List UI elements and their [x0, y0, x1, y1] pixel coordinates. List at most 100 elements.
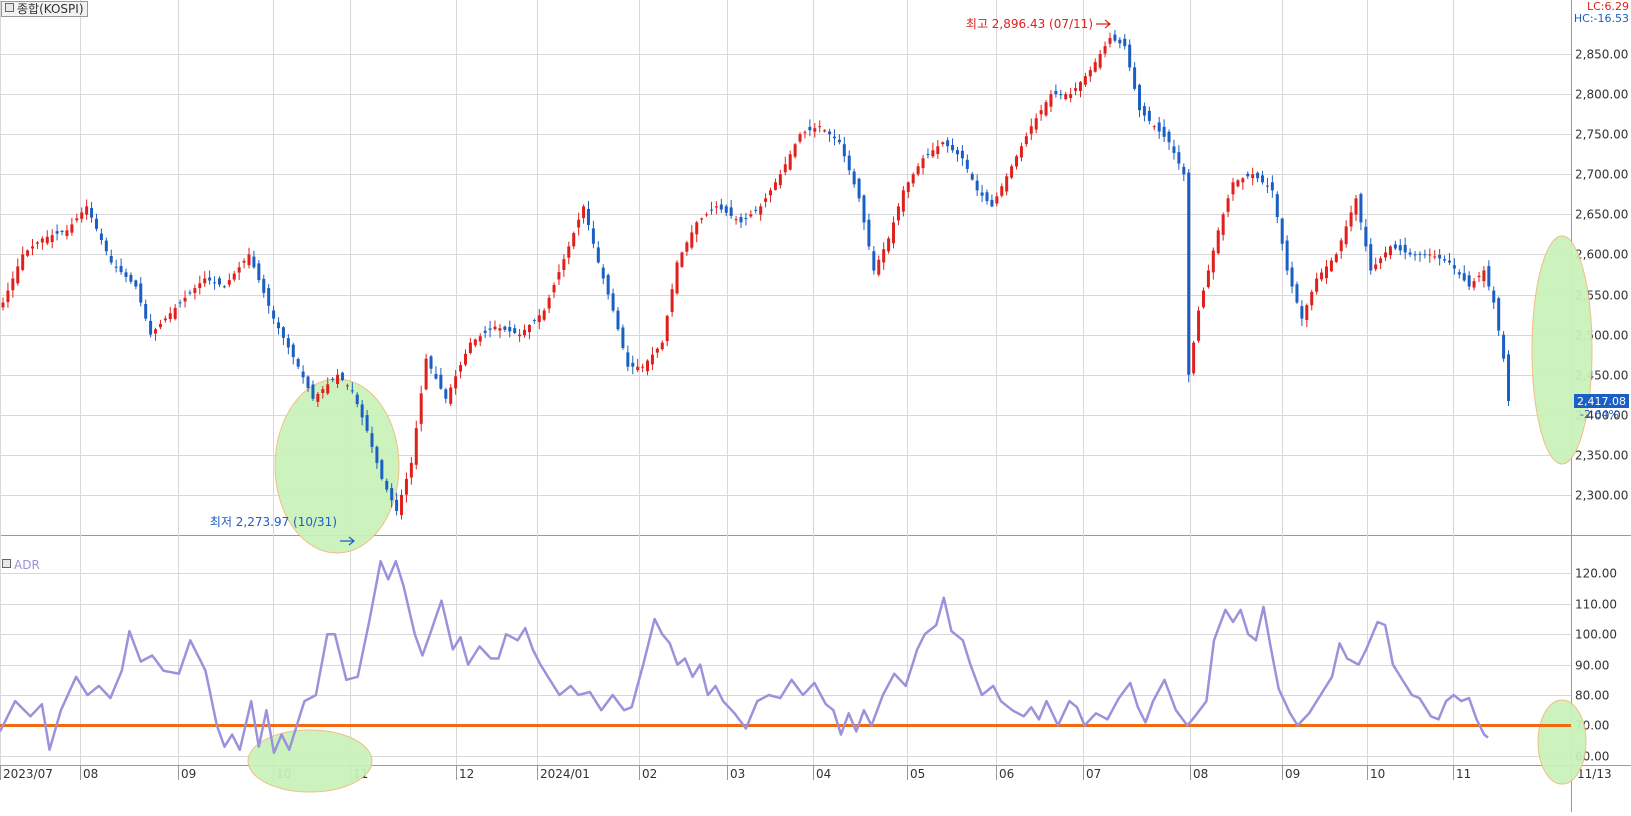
candle-body [213, 282, 217, 284]
candle-body [1206, 270, 1210, 288]
candle-body [759, 206, 763, 215]
candle-body [1403, 244, 1407, 253]
candle-body [518, 334, 522, 337]
candle-body [1438, 254, 1442, 259]
candle-body [198, 283, 202, 289]
candle-body [911, 174, 915, 184]
candle-body [326, 384, 330, 394]
candle-body [439, 374, 443, 389]
candle-body [724, 206, 728, 213]
lc-stat: LC:6.29 [1586, 0, 1629, 13]
candle-body [400, 494, 404, 516]
candle-body [40, 238, 44, 243]
candle-body [1083, 76, 1087, 85]
candle-body [832, 136, 836, 139]
highlight-ellipse [1531, 235, 1593, 465]
candle-body [513, 328, 517, 334]
candle-body [1413, 254, 1417, 256]
candle-body [680, 252, 684, 267]
candle-body [55, 231, 59, 234]
candle-body [773, 182, 777, 190]
candle-body [1418, 253, 1422, 255]
candle-body [892, 222, 896, 244]
candle-body [1462, 273, 1466, 281]
candle-body [1049, 94, 1053, 107]
price-tick-label: 2,600.00 [1575, 248, 1628, 262]
last-change-value: -2.64% [1580, 408, 1619, 421]
candle-body [409, 462, 413, 478]
price-tick-label: 2,650.00 [1575, 208, 1628, 222]
candle-body [1388, 246, 1392, 256]
candle-body [582, 206, 586, 218]
candle-body [985, 192, 989, 202]
candle-body [1069, 94, 1073, 99]
candle-body [1310, 291, 1314, 306]
main-panel-title[interactable]: 종합(KOSPI) [1, 1, 88, 17]
candle-body [1044, 102, 1048, 116]
candle-body [99, 233, 103, 241]
candle-body [483, 330, 487, 334]
candle-body [1147, 110, 1151, 121]
candle-body [1010, 166, 1014, 178]
candle-body [646, 360, 650, 372]
candle-body [532, 320, 536, 322]
candle-body [281, 327, 285, 338]
candle-body [606, 275, 610, 295]
candle-body [842, 144, 846, 157]
candle-body [960, 150, 964, 159]
candle-body [1118, 39, 1122, 44]
candle-body [380, 460, 384, 479]
candle-body [1457, 272, 1461, 275]
price-tick-label: 2,400.00 [1575, 409, 1628, 423]
candle-body [1393, 244, 1397, 249]
candle-body [1324, 266, 1328, 279]
candle-body [823, 130, 827, 132]
candle-body [1428, 254, 1432, 256]
adr-panel-title[interactable]: ADR [2, 558, 40, 572]
candle-body [572, 233, 576, 247]
candle-body [1295, 284, 1299, 303]
candle-body [1167, 131, 1171, 143]
candle-body [1000, 186, 1004, 196]
candle-body [345, 385, 349, 387]
candle-body [1113, 34, 1117, 41]
candle-body [1192, 342, 1196, 374]
price-tick-label: 2,350.00 [1575, 449, 1628, 463]
highlight-ellipse [247, 729, 373, 793]
candle-body [709, 209, 713, 211]
month-label: 12 [459, 767, 474, 781]
candle-body [729, 207, 733, 216]
candle-body [424, 358, 428, 390]
candle-body [419, 393, 423, 424]
candle-body [144, 304, 148, 319]
adr-line [0, 559, 1489, 755]
month-label: 11 [1456, 767, 1471, 781]
candle-body [621, 327, 625, 348]
candle-body [1177, 152, 1181, 164]
candle-body [808, 126, 812, 131]
candle-body [567, 246, 571, 258]
candle-body [882, 249, 886, 263]
month-label: 06 [999, 767, 1014, 781]
candle-body [454, 376, 458, 389]
candle-body [1256, 172, 1260, 179]
candle-body [852, 171, 856, 185]
low-annotation: 최저 2,273.97 (10/31) [210, 515, 337, 529]
candle-body [616, 310, 620, 330]
candle-body [31, 246, 35, 249]
candle-body [11, 278, 15, 291]
candle-body [769, 190, 773, 196]
candle-body [404, 478, 408, 495]
candle-body [523, 329, 527, 336]
candle-body [655, 348, 659, 353]
candle-body [764, 198, 768, 202]
high-annotation: 최고 2,896.43 (07/11) [966, 17, 1093, 31]
candle-body [591, 228, 595, 244]
candle-body [990, 199, 994, 207]
candle-body [955, 150, 959, 155]
candle-body [901, 190, 905, 212]
candle-body [217, 278, 221, 285]
hc-stat: HC:-16.53 [1573, 12, 1629, 25]
candle-body [813, 128, 817, 132]
